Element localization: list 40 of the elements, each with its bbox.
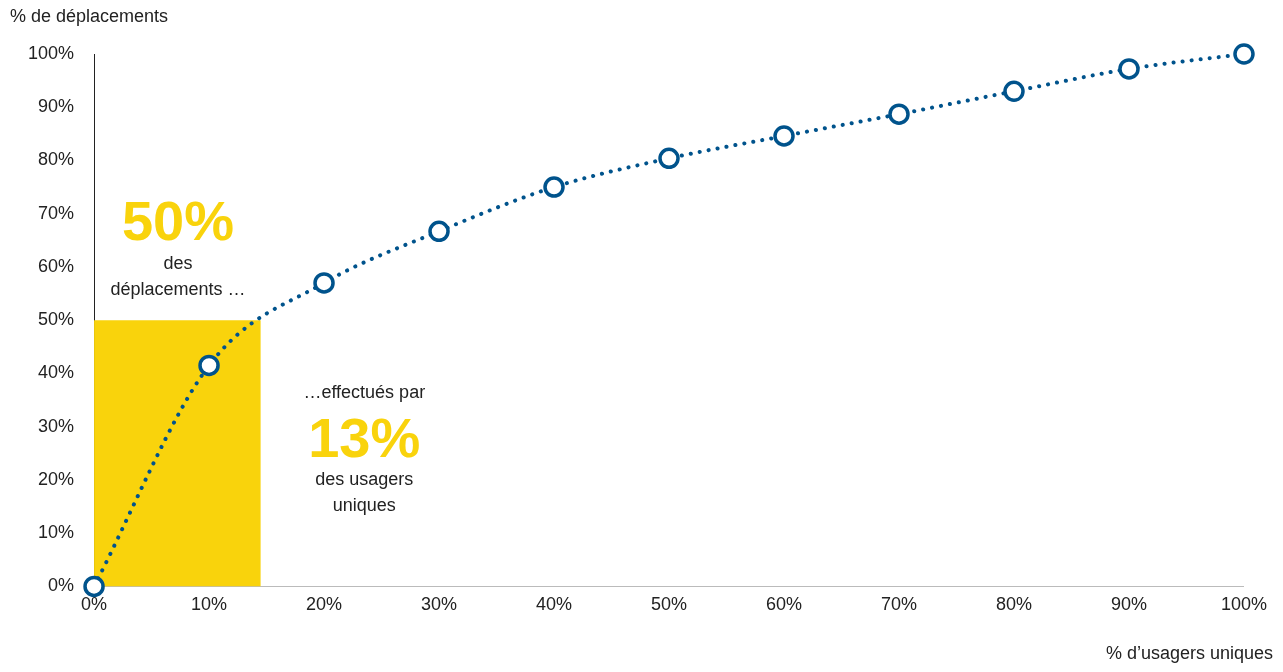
point — [658, 147, 680, 170]
point — [83, 575, 105, 598]
point — [1233, 43, 1255, 65]
y-tick-label: 40% — [38, 362, 75, 383]
annotation: 13% — [308, 406, 421, 470]
annotation: …effectués par — [303, 382, 426, 403]
x-tick-label: 20% — [306, 594, 343, 615]
point — [313, 272, 335, 294]
x-tick-label: 70% — [880, 594, 918, 615]
point — [198, 354, 220, 377]
y-tick-label: 0% — [48, 575, 75, 596]
x-tick-label: 100% — [1220, 594, 1267, 615]
point — [773, 125, 795, 147]
y-tick-label: 20% — [38, 468, 75, 489]
y-tick-label: 70% — [38, 202, 75, 223]
annotation: des usagers uniques — [315, 468, 414, 515]
y-axis-title: % de déplacements — [10, 5, 169, 26]
annotation: des déplacements … — [110, 253, 246, 300]
y-tick-label: 100% — [27, 42, 75, 63]
point — [1118, 58, 1140, 80]
y-tick-label: 10% — [38, 522, 75, 543]
x-tick-label: 60% — [765, 594, 803, 615]
x-tick-label: 0% — [81, 594, 108, 615]
annotation: 50% — [121, 188, 235, 252]
point — [888, 103, 910, 125]
y-tick-label: 50% — [38, 309, 75, 330]
y-tick-label: 80% — [38, 149, 75, 170]
y-tick-label: 90% — [38, 96, 75, 117]
x-axis-title: % d’usagers uniques — [1105, 643, 1273, 664]
x-tick-label: 10% — [191, 594, 228, 615]
x-tick-label: 40% — [536, 594, 573, 615]
x-tick-label: 50% — [650, 594, 688, 615]
x-tick-label: 80% — [995, 594, 1033, 615]
y-tick-label: 30% — [38, 415, 75, 436]
y-tick-label: 60% — [38, 255, 75, 276]
point — [428, 220, 450, 243]
point — [1003, 80, 1025, 103]
point — [543, 176, 565, 198]
x-tick-label: 90% — [1110, 594, 1147, 615]
x-tick-label: 30% — [421, 594, 458, 615]
